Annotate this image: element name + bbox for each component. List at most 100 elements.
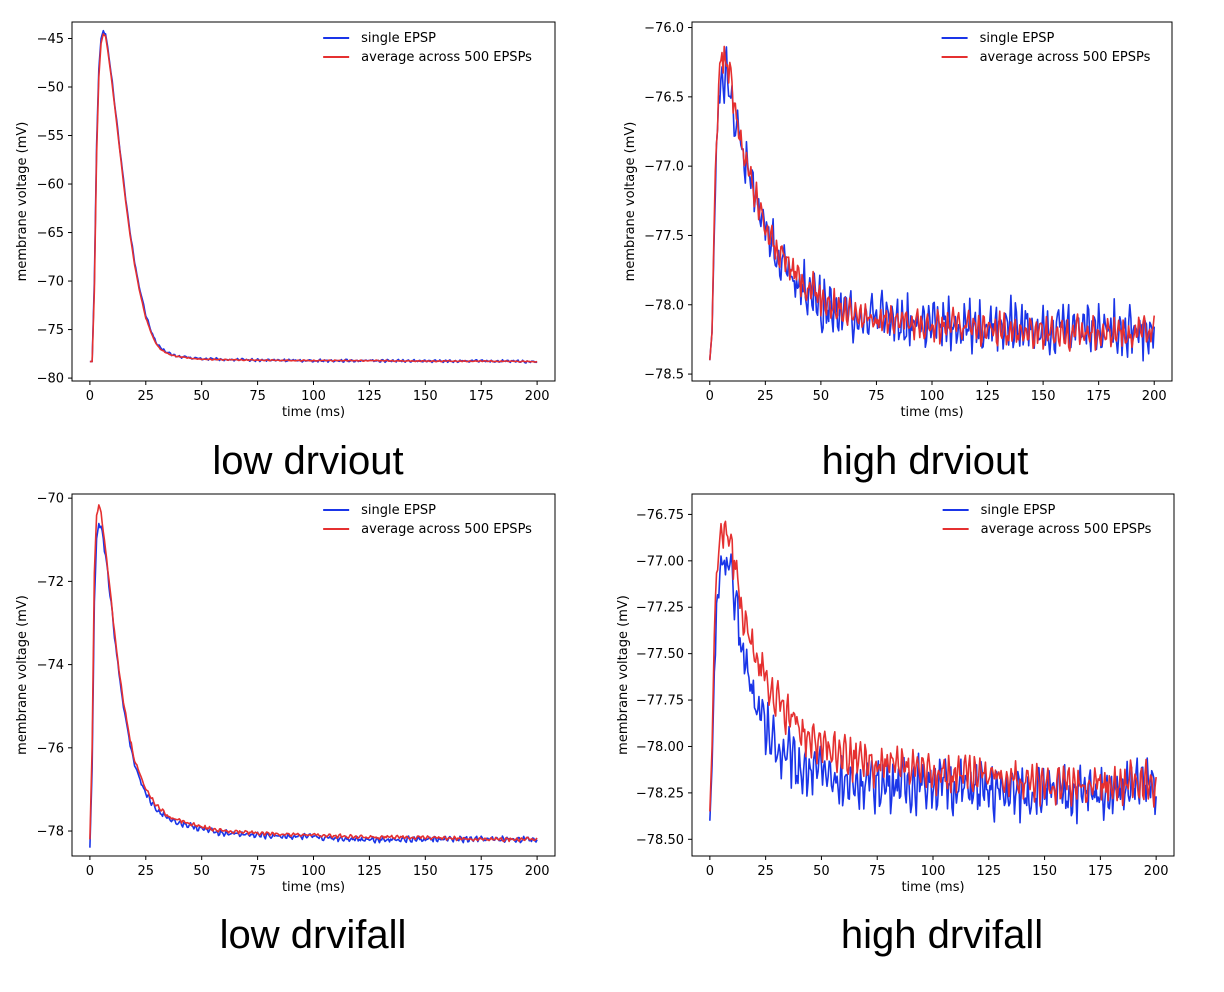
x-tick-label: 25 [138, 389, 155, 404]
x-axis-label: time (ms) [282, 880, 345, 895]
x-tick-label: 0 [86, 389, 94, 404]
x-tick-label: 100 [920, 389, 945, 404]
x-tick-label: 175 [1086, 389, 1111, 404]
y-tick-label: −78.0 [644, 298, 684, 313]
chart-panel-1: 0 25 50 75 100 125 150 175 200 −80 −75 −70 −65 −60 −55… [15, 21, 556, 483]
panel-caption: high drviout [822, 439, 1029, 483]
y-tick-label: −78.00 [636, 740, 684, 755]
x-tick-label: 200 [525, 389, 550, 404]
axes-frame [71, 21, 556, 382]
x-tick-label: 75 [249, 864, 266, 879]
x-tick-label: 100 [921, 864, 946, 879]
legend-entry: single EPSP [361, 503, 436, 518]
y-tick-label: −77.00 [636, 554, 684, 569]
y-tick-label: −76 [37, 741, 64, 756]
x-tick-label: 75 [868, 389, 885, 404]
y-tick-label: −78.5 [644, 368, 684, 383]
x-tick-label: 0 [86, 864, 94, 879]
y-tick-label: −77.5 [644, 229, 684, 244]
series-group [709, 520, 1157, 825]
x-axis-label: time (ms) [282, 405, 345, 420]
y-tick-label: −74 [37, 658, 64, 673]
y-tick-label: −78 [37, 825, 64, 840]
series-average-line [708, 45, 1156, 361]
y-tick-label: −76.0 [644, 21, 684, 36]
legend-entry: single EPSP [981, 503, 1056, 518]
x-tick-label: 25 [138, 864, 155, 879]
x-tick-label: 25 [757, 864, 774, 879]
series-group [708, 45, 1156, 362]
x-tick-label: 0 [706, 864, 714, 879]
x-tick-label: 175 [1088, 864, 1113, 879]
x-tick-label: 150 [413, 864, 438, 879]
y-tick-label: −77.50 [636, 647, 684, 662]
x-tick-label: 75 [869, 864, 886, 879]
x-tick-label: 100 [301, 389, 326, 404]
y-tick-label: −77.0 [644, 160, 684, 175]
x-tick-label: 75 [249, 389, 266, 404]
axes-frame [71, 493, 556, 857]
x-tick-label: 150 [1031, 389, 1056, 404]
panel-caption: low drviout [212, 439, 403, 483]
x-tick-label: 50 [813, 864, 830, 879]
legend-entry: average across 500 EPSPs [361, 50, 532, 65]
x-tick-label: 125 [357, 389, 382, 404]
x-tick-label: 100 [301, 864, 326, 879]
panel-caption: low drvifall [220, 913, 407, 957]
y-tick-label: −55 [37, 129, 64, 144]
x-tick-label: 200 [1142, 389, 1167, 404]
legend: single EPSP average across 500 EPSPs [941, 31, 1151, 65]
y-tick-label: −78.50 [636, 833, 684, 848]
y-tick-label: −78.25 [636, 786, 684, 801]
series-average-line [89, 504, 538, 843]
x-tick-label: 50 [193, 389, 210, 404]
x-tick-label: 200 [525, 864, 550, 879]
chart-panel-3: 0 25 50 75 100 125 150 175 200 −78 −76 −74 −72 −70 tim… [15, 492, 556, 957]
y-tick-label: −60 [37, 178, 64, 193]
series-group [89, 504, 538, 848]
y-tick-label: −70 [37, 492, 64, 507]
y-tick-label: −76.75 [636, 508, 684, 523]
x-axis-label: time (ms) [901, 880, 964, 895]
panel-caption: high drvifall [841, 913, 1043, 957]
y-tick-label: −80 [37, 372, 64, 387]
y-axis-label: membrane voltage (mV) [616, 595, 631, 755]
x-tick-label: 150 [413, 389, 438, 404]
legend: single EPSP average across 500 EPSPs [323, 31, 532, 65]
series-single-epsp-line [708, 46, 1156, 362]
y-tick-label: −76.5 [644, 90, 684, 105]
y-axis-label: membrane voltage (mV) [15, 122, 30, 282]
x-tick-label: 50 [193, 864, 210, 879]
legend-entry: single EPSP [361, 31, 436, 46]
x-tick-label: 50 [813, 389, 830, 404]
legend-entry: single EPSP [980, 31, 1055, 46]
series-single-epsp-line [89, 522, 538, 848]
series-single-epsp-line [89, 29, 538, 364]
x-tick-label: 125 [357, 864, 382, 879]
legend-entry: average across 500 EPSPs [980, 50, 1151, 65]
legend-entry: average across 500 EPSPs [361, 522, 532, 537]
x-tick-label: 25 [757, 389, 774, 404]
series-group [89, 29, 538, 364]
x-tick-label: 125 [976, 864, 1001, 879]
x-tick-label: 150 [1032, 864, 1057, 879]
y-tick-label: −45 [37, 32, 64, 47]
legend: single EPSP average across 500 EPSPs [942, 503, 1152, 537]
y-tick-label: −77.75 [636, 694, 684, 709]
y-tick-label: −75 [37, 323, 64, 338]
y-tick-label: −50 [37, 81, 64, 96]
chart-panel-2: 0 25 50 75 100 125 150 175 200 −78.5 −78.0 −77.5 −77… [623, 21, 1173, 483]
y-tick-label: −65 [37, 226, 64, 241]
y-tick-label: −70 [37, 275, 64, 290]
chart-panel-4: 0 25 50 75 100 125 150 175 200 −78.50 −78.25 −78.00… [616, 493, 1175, 957]
x-axis-label: time (ms) [900, 405, 963, 420]
x-tick-label: 175 [469, 389, 494, 404]
series-single-epsp-line [709, 553, 1157, 825]
y-tick-label: −77.25 [636, 601, 684, 616]
y-tick-label: −72 [37, 575, 64, 590]
x-tick-label: 0 [706, 389, 714, 404]
legend: single EPSP average across 500 EPSPs [323, 503, 532, 537]
x-tick-label: 200 [1144, 864, 1169, 879]
y-axis-label: membrane voltage (mV) [15, 595, 30, 755]
series-average-line [709, 520, 1157, 812]
